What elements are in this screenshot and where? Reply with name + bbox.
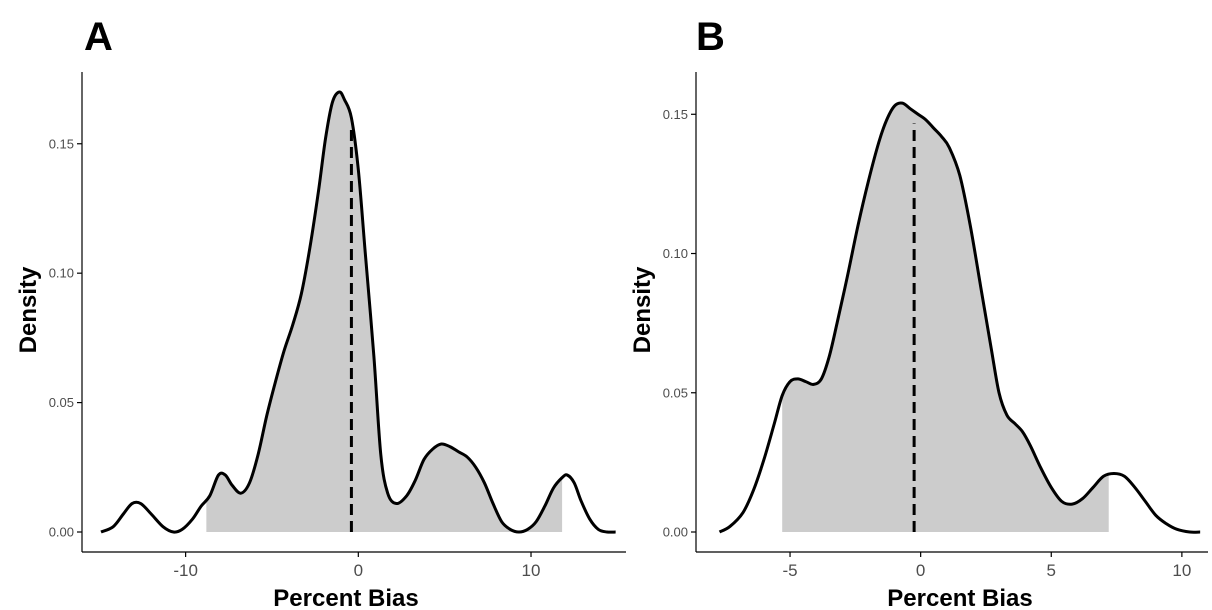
panel-b-x-tick-label: -5 [782, 561, 797, 580]
panel-a-x-tick-label: 10 [522, 561, 541, 580]
panel-a-y-tick-label: 0.10 [49, 266, 74, 281]
panel-a-x-ticks: -10 0 10 [173, 552, 540, 580]
panel-b-density-fill [782, 102, 1109, 532]
panel-b-y-tick-label: 0.15 [663, 107, 688, 122]
panel-b-x-tick-label: 10 [1172, 561, 1191, 580]
panel-b-x-tick-label: 5 [1047, 561, 1056, 580]
panel-a-x-tick-label: -10 [173, 561, 198, 580]
panel-b-letter: B [696, 15, 725, 59]
panel-a-y-tick-label: 0.15 [49, 136, 74, 151]
panel-b-density-curve [718, 101, 1201, 534]
panel-a-letter: A [84, 15, 113, 59]
panel-b-y-tick-label: 0.00 [663, 525, 688, 540]
panel-a-x-tick-label: 0 [354, 561, 363, 580]
panel-b-y-tick-label: 0.10 [663, 246, 688, 261]
panel-b-y-tick-label: 0.05 [663, 385, 688, 400]
panel-a-y-axis-title: Density [15, 266, 42, 353]
panel-b-y-ticks: 0.00 0.05 0.10 0.15 [663, 107, 696, 540]
panel-a-y-tick-label: 0.00 [49, 525, 74, 540]
panel-b: B -5 0 5 10 0.00 0.05 0.10 0.15 Percent Bias D… [629, 15, 1208, 610]
panel-b-x-axis-title: Percent Bias [887, 585, 1032, 610]
panel-a-y-ticks: 0.00 0.05 0.10 0.15 [49, 136, 82, 540]
panel-a-x-axis-title: Percent Bias [273, 585, 418, 610]
panel-b-y-axis-title: Density [629, 266, 656, 353]
panel-a-density-fill [206, 91, 563, 533]
panel-a-density-curve [100, 90, 616, 534]
panel-a: A -10 0 10 0.00 0.05 0.10 0.15 Percent Bias D… [15, 15, 626, 610]
panel-b-x-ticks: -5 0 5 10 [782, 552, 1191, 580]
panel-a-y-tick-label: 0.05 [49, 395, 74, 410]
panel-b-x-tick-label: 0 [916, 561, 925, 580]
